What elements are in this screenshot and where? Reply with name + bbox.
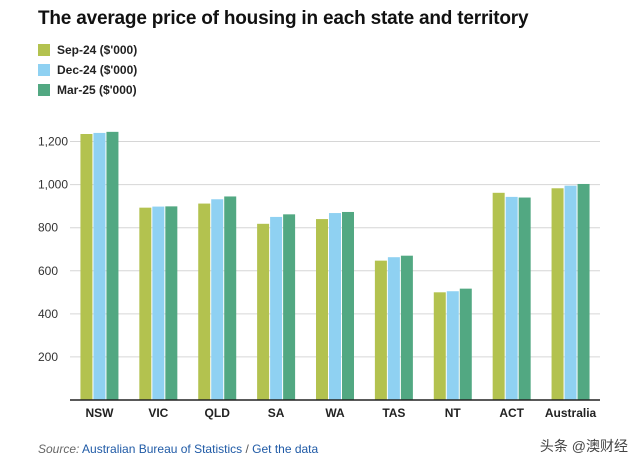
bar-nt-series-0 xyxy=(433,292,446,400)
x-tick-label-nsw: NSW xyxy=(85,406,114,420)
bar-qld-series-0 xyxy=(198,203,211,400)
bar-nt-series-2 xyxy=(459,288,472,400)
bar-nsw-series-0 xyxy=(80,134,93,400)
chart-title: The average price of housing in each sta… xyxy=(38,8,529,29)
bar-tas-series-1 xyxy=(387,257,400,400)
bar-vic-series-2 xyxy=(165,206,178,400)
bar-australia-series-2 xyxy=(577,183,590,400)
legend-swatch-sep24 xyxy=(38,44,50,56)
legend-swatch-mar25 xyxy=(38,84,50,96)
legend-label-sep24: Sep-24 ($'000) xyxy=(57,43,138,57)
source-line: Source: Australian Bureau of Statistics … xyxy=(38,442,318,456)
bar-sa-series-1 xyxy=(270,216,283,400)
x-tick-label-vic: VIC xyxy=(148,406,168,420)
y-tick-label-400: 400 xyxy=(38,307,58,321)
bar-australia-series-0 xyxy=(551,188,564,400)
bar-qld-series-2 xyxy=(224,196,237,400)
bar-act-series-1 xyxy=(505,196,518,400)
y-tick-label-1200: 1,200 xyxy=(38,135,68,149)
watermark: 头条 @澳财经 xyxy=(539,438,628,454)
bar-tas-series-0 xyxy=(374,260,387,400)
x-tick-label-sa: SA xyxy=(268,406,285,420)
x-tick-label-australia: Australia xyxy=(545,406,597,420)
legend-item-dec24: Dec-24 ($'000) xyxy=(38,60,137,80)
y-tick-label-800: 800 xyxy=(38,221,58,235)
legend-label-mar25: Mar-25 ($'000) xyxy=(57,83,137,97)
x-tick-label-qld: QLD xyxy=(205,406,231,420)
bar-act-series-0 xyxy=(492,192,505,400)
source-separator: / xyxy=(245,442,249,456)
x-tick-label-wa: WA xyxy=(325,406,345,420)
source-link[interactable]: Australian Bureau of Statistics xyxy=(82,442,243,456)
source-label: Source: xyxy=(38,442,80,456)
bar-vic-series-1 xyxy=(152,206,165,400)
y-tick-label-600: 600 xyxy=(38,264,58,278)
bar-qld-series-1 xyxy=(211,199,224,400)
bar-nt-series-1 xyxy=(446,291,459,400)
legend-label-dec24: Dec-24 ($'000) xyxy=(57,63,138,77)
x-tick-label-tas: TAS xyxy=(382,406,405,420)
bar-sa-series-2 xyxy=(283,214,296,400)
legend: Sep-24 ($'000) Dec-24 ($'000) Mar-25 ($'… xyxy=(38,40,137,100)
legend-swatch-dec24 xyxy=(38,64,50,76)
legend-item-sep24: Sep-24 ($'000) xyxy=(38,40,137,60)
x-tick-label-nt: NT xyxy=(445,406,462,420)
bar-nsw-series-1 xyxy=(93,132,106,400)
bar-nsw-series-2 xyxy=(106,131,119,400)
legend-item-mar25: Mar-25 ($'000) xyxy=(38,80,137,100)
bar-wa-series-2 xyxy=(342,211,354,400)
get-data-link[interactable]: Get the data xyxy=(252,442,319,456)
y-tick-label-200: 200 xyxy=(38,350,58,364)
y-tick-label-1000: 1,000 xyxy=(38,178,68,192)
bar-wa-series-1 xyxy=(329,213,341,400)
x-tick-label-act: ACT xyxy=(499,406,524,420)
bar-tas-series-2 xyxy=(400,255,413,400)
bar-act-series-2 xyxy=(518,197,531,400)
bar-australia-series-1 xyxy=(564,185,577,400)
bar-sa-series-0 xyxy=(257,223,270,400)
bar-wa-series-0 xyxy=(316,219,328,400)
bar-vic-series-0 xyxy=(139,207,152,400)
